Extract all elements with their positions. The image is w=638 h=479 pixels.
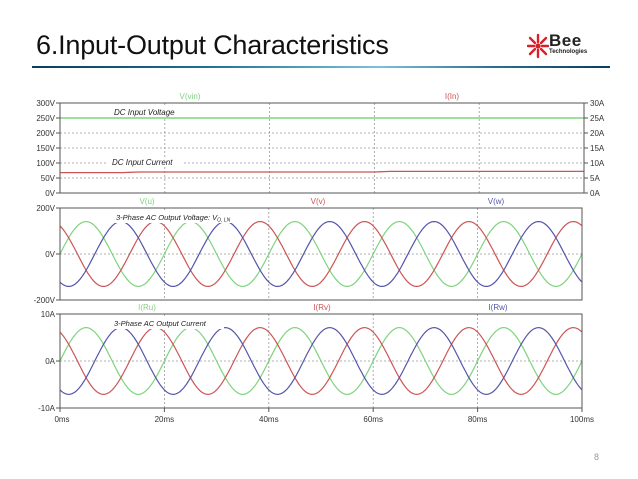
page-number: 8: [594, 452, 600, 462]
legend-vvin: V(vin): [180, 92, 201, 101]
panel-dc-input: 0V 50V 100V 150V 200V 250V 300V 0A 5A 10A 15A 20A 2…: [36, 92, 605, 198]
y-tick-label: 10A: [41, 310, 56, 319]
label-mask: [108, 157, 184, 167]
y-tick-label: 0V: [45, 189, 55, 198]
trace-vw: [59, 221, 583, 287]
logo-subtitle: Technologies: [549, 49, 588, 55]
legend-vu: V(u): [139, 197, 154, 206]
legend-iru: I(Ru): [138, 303, 156, 312]
legend-irv: I(Rv): [313, 303, 331, 312]
y-axis-left: 10A 0A -10A: [38, 310, 60, 413]
traces: [60, 117, 584, 174]
sunburst-logo-icon: [527, 33, 549, 59]
label-mask: [112, 212, 252, 223]
y-tick-label-right: 5A: [590, 174, 600, 183]
y-tick-label: 100V: [36, 159, 55, 168]
y-tick-label: 200V: [36, 129, 55, 138]
legend-vw: V(w): [488, 197, 505, 206]
x-axis: 0ms 20ms 40ms 60ms 80ms 100ms: [54, 408, 594, 424]
y-axis-left: 200V 0V -200V: [34, 204, 60, 305]
annotation-dc-input-voltage: DC Input Voltage: [114, 108, 175, 117]
legend-irw: I(Rw): [488, 303, 507, 312]
traces: [59, 220, 583, 288]
y-tick-label-right: 0A: [590, 189, 600, 198]
trace-vv: [59, 221, 583, 287]
y-tick-label-right: 10A: [590, 159, 605, 168]
y-axis-right: 0A 5A 10A 15A 20A 25A 30A: [584, 99, 605, 198]
trace-vu: [59, 220, 583, 288]
y-tick-label: 250V: [36, 114, 55, 123]
x-tick-label: 40ms: [259, 415, 279, 424]
x-tick-label: 60ms: [363, 415, 383, 424]
panel-ac-current: 10A 0A -10A I(Ru) I(Rv) I(Rw) 3-Phase AC O…: [38, 303, 594, 424]
x-tick-label: 100ms: [570, 415, 594, 424]
y-tick-label: -10A: [38, 404, 56, 413]
y-tick-label: 50V: [41, 174, 56, 183]
label-mask: [110, 318, 224, 329]
annotation-ac-output-voltage: 3-Phase AC Output Voltage: VO, LN: [116, 213, 231, 224]
y-tick-label-right: 15A: [590, 144, 605, 153]
x-tick-label: 20ms: [155, 415, 175, 424]
x-tick-label: 0ms: [54, 415, 69, 424]
traces: [59, 326, 583, 396]
trace-iin: [60, 170, 584, 174]
y-tick-label: 200V: [36, 204, 55, 213]
trace-irv: [59, 326, 583, 396]
label-mask: [110, 107, 190, 117]
y-tick-label-right: 20A: [590, 129, 605, 138]
y-tick-label: 300V: [36, 99, 55, 108]
panel-ac-voltage: 200V 0V -200V V(u) V(v) V(w) 3-Phase AC Ou…: [34, 197, 583, 305]
slide-title: 6.Input-Output Characteristics: [36, 30, 389, 60]
title-underline: [32, 66, 610, 68]
trace-irw: [59, 326, 583, 396]
legend-iin: I(In): [445, 92, 460, 101]
bee-logo: Bee Technologies: [527, 31, 612, 61]
trace-iru: [59, 326, 583, 396]
y-tick-label: 0V: [45, 250, 55, 259]
y-axis-left: 0V 50V 100V 150V 200V 250V 300V: [36, 99, 60, 198]
y-tick-label-right: 30A: [590, 99, 605, 108]
y-tick-label: 0A: [45, 357, 55, 366]
x-tick-label: 80ms: [468, 415, 488, 424]
y-tick-label: 150V: [36, 144, 55, 153]
legend-vv: V(v): [311, 197, 326, 206]
annotation-ac-output-current: 3-Phase AC Output Current: [114, 319, 207, 328]
annotation-dc-input-current: DC Input Current: [112, 158, 173, 167]
logo-name: Bee: [549, 31, 582, 50]
y-tick-label: -200V: [34, 296, 56, 305]
y-tick-label-right: 25A: [590, 114, 605, 123]
